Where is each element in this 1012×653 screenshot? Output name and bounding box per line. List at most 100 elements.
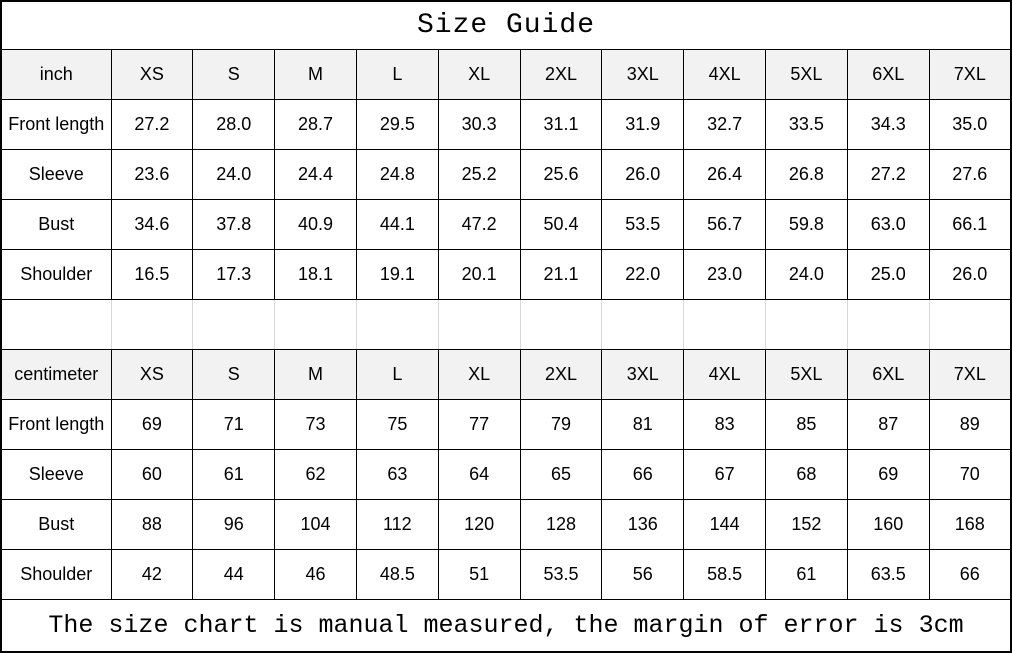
separator-cell: [519, 298, 603, 350]
measurement-value: 47.2: [437, 198, 521, 250]
measurement-value: 42: [110, 548, 194, 600]
measurement-value: 56.7: [683, 198, 766, 250]
measurement-value: 33.5: [765, 98, 848, 150]
measurement-value: 160: [846, 498, 930, 550]
measurement-value: 46: [274, 548, 357, 600]
measurement-value: 65: [519, 448, 603, 500]
measurement-row: Sleeve 60 61 62 63 64 65 66 67 68 69 70: [0, 448, 1012, 500]
measurement-value: 26.0: [928, 248, 1012, 300]
size-column-header: 2XL: [519, 48, 603, 100]
measurement-value: 29.5: [355, 98, 439, 150]
measurement-value: 24.4: [274, 148, 357, 200]
size-column-header: XL: [437, 48, 521, 100]
measurement-value: 81: [601, 398, 685, 450]
separator-cell: [0, 298, 112, 350]
measurement-disclaimer: The size chart is manual measured, the m…: [0, 598, 1012, 653]
measurement-value: 120: [437, 498, 521, 550]
measurement-value: 24.0: [765, 248, 848, 300]
measurement-value: 63.5: [846, 548, 930, 600]
measurement-label: Shoulder: [0, 248, 112, 300]
measurement-label: Sleeve: [0, 448, 112, 500]
measurement-value: 168: [928, 498, 1012, 550]
measurement-value: 24.8: [355, 148, 439, 200]
separator-cell: [846, 298, 930, 350]
measurement-label: Bust: [0, 498, 112, 550]
measurement-value: 112: [355, 498, 439, 550]
measurement-value: 40.9: [274, 198, 357, 250]
measurement-value: 44.1: [355, 198, 439, 250]
measurement-value: 17.3: [192, 248, 276, 300]
unit-label: inch: [0, 48, 112, 100]
measurement-value: 16.5: [110, 248, 194, 300]
separator-cell: [928, 298, 1012, 350]
size-column-header: S: [192, 348, 276, 400]
footer-section: The size chart is manual measured, the m…: [0, 598, 1012, 653]
measurement-value: 96: [192, 498, 276, 550]
size-column-header: M: [274, 48, 357, 100]
measurement-value: 28.7: [274, 98, 357, 150]
measurement-value: 89: [928, 398, 1012, 450]
separator-cell: [355, 298, 439, 350]
size-column-header: 3XL: [601, 48, 685, 100]
measurement-value: 144: [683, 498, 766, 550]
size-column-header: S: [192, 48, 276, 100]
title-row: Size Guide: [0, 0, 1012, 50]
measurement-value: 66: [928, 548, 1012, 600]
measurement-value: 25.6: [519, 148, 603, 200]
title-section: Size Guide: [0, 0, 1012, 50]
measurement-value: 32.7: [683, 98, 766, 150]
measurement-value: 60: [110, 448, 194, 500]
measurement-value: 61: [765, 548, 848, 600]
measurement-value: 58.5: [683, 548, 766, 600]
measurement-value: 35.0: [928, 98, 1012, 150]
measurement-value: 75: [355, 398, 439, 450]
measurement-value: 31.9: [601, 98, 685, 150]
measurement-value: 19.1: [355, 248, 439, 300]
measurement-value: 26.4: [683, 148, 766, 200]
measurement-value: 34.3: [846, 98, 930, 150]
size-column-header: XL: [437, 348, 521, 400]
measurement-value: 31.1: [519, 98, 603, 150]
measurement-value: 67: [683, 448, 766, 500]
measurement-value: 23.0: [683, 248, 766, 300]
size-column-header: 5XL: [765, 348, 848, 400]
measurement-value: 59.8: [765, 198, 848, 250]
separator-cell: [274, 298, 357, 350]
size-column-header: 7XL: [928, 48, 1012, 100]
measurement-label: Front length: [0, 398, 112, 450]
measurement-value: 25.0: [846, 248, 930, 300]
measurement-value: 24.0: [192, 148, 276, 200]
measurement-value: 128: [519, 498, 603, 550]
measurement-value: 104: [274, 498, 357, 550]
measurement-value: 50.4: [519, 198, 603, 250]
size-column-header: 2XL: [519, 348, 603, 400]
separator-cell: [437, 298, 521, 350]
measurement-value: 66: [601, 448, 685, 500]
measurement-value: 23.6: [110, 148, 194, 200]
measurement-value: 73: [274, 398, 357, 450]
measurement-row: Front length 27.2 28.0 28.7 29.5 30.3 31.1 31.9…: [0, 98, 1012, 150]
measurement-row: Bust 34.6 37.8 40.9 44.1 47.2 50.4 53.5 56.7 59.8…: [0, 198, 1012, 250]
measurement-value: 87: [846, 398, 930, 450]
measurement-row: Front length 69 71 73 75 77 79 81 83 85 87 89: [0, 398, 1012, 450]
separator-row: [0, 298, 1012, 350]
measurement-value: 18.1: [274, 248, 357, 300]
measurement-value: 48.5: [355, 548, 439, 600]
separator-cell: [765, 298, 848, 350]
measurement-value: 88: [110, 498, 194, 550]
size-header-row: inch XS S M L XL 2XL 3XL 4XL 5XL 6XL 7XL: [0, 48, 1012, 100]
measurement-value: 26.8: [765, 148, 848, 200]
measurement-value: 37.8: [192, 198, 276, 250]
separator-cell: [683, 298, 766, 350]
measurement-value: 61: [192, 448, 276, 500]
measurement-value: 62: [274, 448, 357, 500]
measurement-value: 25.2: [437, 148, 521, 200]
measurement-value: 83: [683, 398, 766, 450]
measurement-value: 51: [437, 548, 521, 600]
footer-row: The size chart is manual measured, the m…: [0, 598, 1012, 653]
separator-cell: [192, 298, 276, 350]
measurement-label: Shoulder: [0, 548, 112, 600]
measurement-value: 28.0: [192, 98, 276, 150]
measurement-row: Shoulder 42 44 46 48.5 51 53.5 56 58.5 61 63.5 66: [0, 548, 1012, 600]
